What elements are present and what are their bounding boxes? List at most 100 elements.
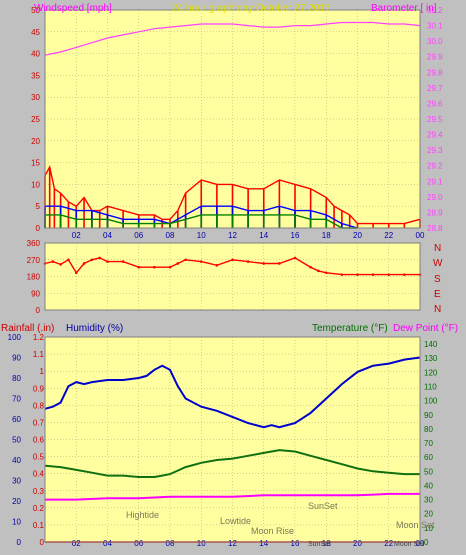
hour-tick-label-top: 22 [384, 231, 393, 240]
hour-tick-label-top: 12 [228, 231, 237, 240]
hour-tick-label-top: 02 [72, 231, 81, 240]
humidity-tick-label: 30 [12, 477, 21, 486]
rainfall-tick-label: 1.1 [33, 350, 45, 359]
temperature-tick-label: 50 [424, 467, 433, 476]
temperature-tick-label: 30 [424, 496, 433, 505]
compass-label-w: W [433, 258, 443, 269]
hour-tick-label-bottom: 12 [228, 539, 237, 548]
rainfall-tick-label: 0.6 [33, 436, 45, 445]
rainfall-tick-label: 1 [40, 367, 45, 376]
compass-label-n-bottom: N [434, 304, 441, 315]
wind-speed-series-line [45, 214, 358, 229]
hour-tick-label-bottom: 18 [322, 539, 331, 548]
windspeed-tick-label: 20 [31, 137, 40, 146]
humidity-line [44, 356, 421, 429]
rainfall-tick-label: 0.9 [33, 384, 45, 393]
windspeed-tick-label: 40 [31, 50, 40, 59]
barometer-tick-label: 29.7 [427, 84, 443, 93]
hour-tick-label-top: 08 [166, 231, 175, 240]
wind-direction-point [137, 265, 141, 269]
wind-direction-plot-border [44, 242, 421, 311]
wind-direction-point [317, 269, 320, 273]
moonrise-annotation: Moon Rise [251, 526, 294, 536]
wind-direction-point [121, 260, 125, 263]
humidity-tick-label: 70 [12, 395, 21, 404]
wind-direction-point [153, 265, 156, 269]
wind-direction-point [176, 262, 180, 265]
wind-direction-point [199, 260, 203, 263]
direction-tick-label: 90 [31, 289, 40, 298]
temperature-tick-label: 40 [424, 481, 433, 490]
temperature-axis-label: Temperature (°F) [312, 323, 388, 334]
rainfall-tick-label: 0.5 [33, 453, 45, 462]
barometer-tick-label: 30.0 [427, 37, 443, 46]
dewpoint-line [45, 492, 420, 501]
tick-labels: 0202040406060808101012121414161618182020… [8, 6, 443, 548]
barometer-tick-label: 29.4 [427, 131, 443, 140]
hour-tick-label-top: 10 [197, 231, 206, 240]
barometer-tick-label: 29.5 [427, 115, 443, 124]
wind-gust-series-line [44, 164, 421, 225]
barometer-tick-label: 28.8 [427, 224, 443, 233]
wind-direction-point [98, 256, 101, 260]
rainfall-tick-label: 0.8 [33, 401, 45, 410]
barometer-tick-label: 29.9 [427, 53, 443, 62]
hour-tick-label-top: 20 [353, 231, 362, 240]
temperature-tick-label: 20 [424, 510, 433, 519]
temperature-tick-label: 70 [424, 439, 433, 448]
wind-direction-point [246, 260, 250, 263]
wind-direction-point [324, 271, 328, 275]
windspeed-tick-label: 45 [31, 28, 40, 37]
moonset-axis-marker: Moon Set [394, 541, 424, 548]
wind-direction-point [51, 260, 55, 263]
rainfall-tick-label: 0.2 [33, 504, 45, 513]
barometer-tick-label: 30.2 [427, 6, 443, 15]
wind-direction-point [184, 258, 187, 262]
dewpoint-axis-label: Dew Point (°F) [393, 323, 458, 334]
windspeed-tick-label: 10 [31, 180, 40, 189]
temp-humidity-plot-border [44, 336, 421, 543]
hour-tick-label-bottom: 06 [134, 539, 143, 548]
windspeed-tick-label: 15 [31, 159, 40, 168]
barometer-tick-label: 28.9 [427, 208, 443, 217]
wind-direction-point [82, 262, 86, 265]
hour-tick-label-top: 14 [259, 231, 268, 240]
humidity-tick-label: 20 [12, 497, 21, 506]
hour-tick-label-bottom: 20 [353, 539, 362, 548]
temperature-tick-label: 110 [424, 382, 437, 391]
wind-direction-point [168, 265, 172, 269]
wind-direction-point [340, 273, 344, 276]
wind-direction-point [59, 263, 62, 266]
barometer-tick-label: 29.6 [427, 99, 443, 108]
hour-tick-label-bottom: 14 [259, 539, 268, 548]
barometer-tick-label: 29.0 [427, 193, 443, 202]
temperature-line [44, 449, 420, 478]
barometer-line [44, 21, 421, 56]
compass-label-s: S [434, 274, 441, 285]
wind-direction-point [278, 262, 281, 265]
direction-tick-label: 180 [27, 273, 41, 282]
hour-tick-label-bottom: 22 [384, 539, 393, 548]
wind-baro-plot-border [44, 9, 421, 229]
temperature-tick-label: 90 [424, 411, 433, 420]
humidity-tick-label: 100 [8, 333, 22, 342]
temperature-tick-label: 0 [424, 538, 429, 547]
wind-direction-point [371, 273, 375, 276]
direction-tick-label: 0 [36, 306, 41, 315]
wind-direction-point [231, 258, 234, 262]
hour-tick-label-top: 16 [291, 231, 300, 240]
hour-tick-label-top: 06 [134, 231, 143, 240]
hour-tick-label-top: 04 [103, 231, 112, 240]
humidity-tick-label: 10 [12, 518, 21, 527]
windspeed-tick-label: 30 [31, 93, 40, 102]
windspeed-tick-label: 5 [36, 202, 41, 211]
hightide-annotation: Hightide [126, 510, 159, 520]
temperature-tick-label: 100 [424, 397, 438, 406]
graph-title: 24 hour graph day October 27 2017 [172, 3, 331, 14]
windspeed-tick-label: 0 [36, 224, 41, 233]
rainfall-tick-label: 0 [40, 538, 45, 547]
wind-direction-point [74, 271, 78, 275]
rainfall-axis-label: Rainfall (.in) [1, 323, 54, 334]
direction-tick-label: 270 [27, 256, 41, 265]
